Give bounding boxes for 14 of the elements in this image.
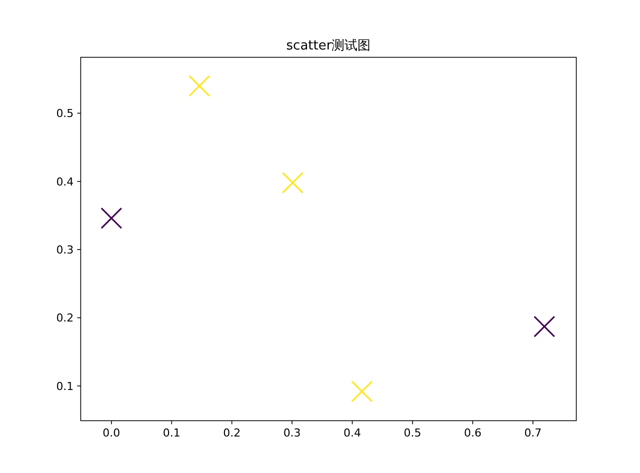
chart-title: scatter测试图	[286, 38, 371, 54]
x-tick-label: 0.6	[464, 426, 482, 440]
x-tick-label: 0.5	[404, 426, 422, 440]
x-tick-label: 0.0	[102, 426, 120, 440]
y-tick-label: 0.3	[56, 244, 74, 257]
y-tick-label: 0.4	[56, 175, 74, 188]
x-tick-label: 0.1	[162, 426, 180, 440]
x-tick-label: 0.7	[524, 426, 542, 440]
x-tick-label: 0.2	[223, 426, 241, 440]
y-tick-label: 0.5	[56, 107, 74, 120]
x-tick-label: 0.3	[283, 426, 301, 440]
y-tick-label: 0.1	[56, 380, 74, 393]
y-tick-label: 0.2	[56, 312, 74, 325]
x-tick-label: 0.4	[344, 426, 362, 440]
